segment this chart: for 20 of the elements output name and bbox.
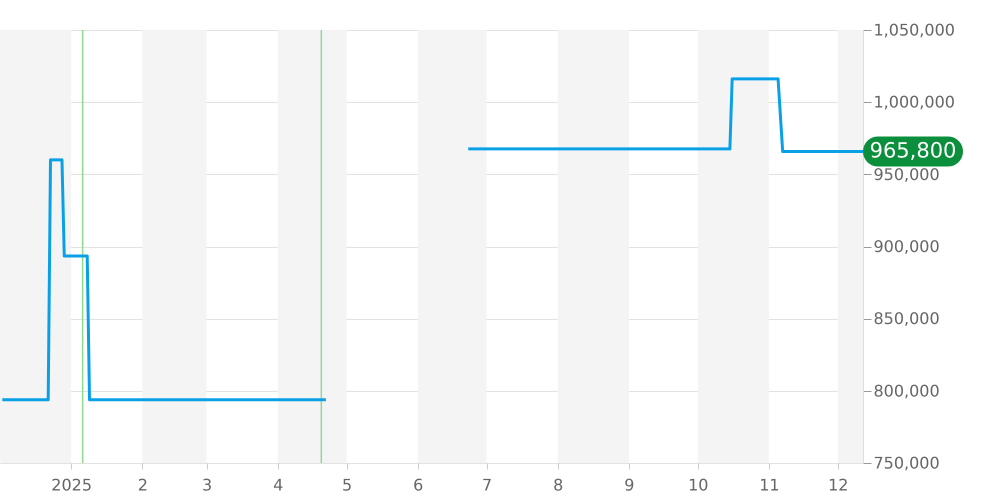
x-tick-label: 7 (482, 476, 492, 494)
x-tick-label: 2 (138, 476, 148, 494)
y-tick-label: 1,000,000 (874, 92, 955, 112)
y-tick-label: 850,000 (874, 309, 940, 328)
x-tick-label: 6 (413, 476, 424, 494)
x-tick-label: 3 (202, 476, 212, 494)
y-tick-label: 1,050,000 (874, 20, 955, 40)
y-tick-label: 750,000 (874, 454, 940, 472)
x-tick-label: 12 (828, 476, 848, 494)
annotation: 965,800 (870, 138, 956, 163)
x-tick-label: 5 (342, 476, 352, 494)
y-tick-label: 950,000 (874, 164, 940, 184)
x-tick-label: 4 (273, 476, 284, 494)
x-tick-label: 9 (624, 476, 634, 494)
y-tick-label: 900,000 (874, 237, 940, 256)
x-tick-label: 8 (553, 476, 564, 494)
y-tick-label: 800,000 (874, 381, 940, 400)
x-tick-label: 2025 (51, 476, 92, 494)
x-tick-label: 10 (688, 476, 708, 494)
x-tick-label: 11 (759, 476, 780, 494)
